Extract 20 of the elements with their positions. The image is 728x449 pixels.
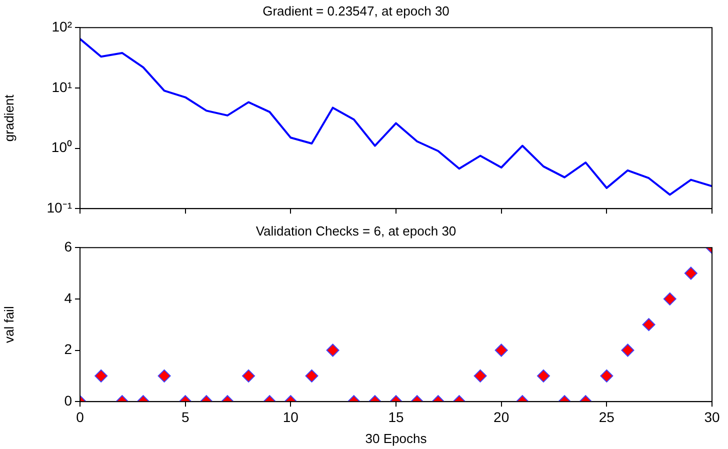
chart-title: Gradient = 0.23547, at epoch 30 xyxy=(262,3,450,18)
y-tick-label: 10¹ xyxy=(52,78,72,95)
y-tick-label: 10⁰ xyxy=(51,139,72,156)
x-axis-title: 30 Epochs xyxy=(365,430,428,446)
x-tick-label: 20 xyxy=(494,408,510,425)
y-tick-label: 0 xyxy=(64,392,72,408)
x-tick-label: 25 xyxy=(598,408,615,425)
y-tick-label: 6 xyxy=(64,238,72,254)
y-tick-label: 10⁻¹ xyxy=(46,199,72,216)
chart-title: Validation Checks = 6, at epoch 30 xyxy=(256,223,456,238)
x-tick-label: 15 xyxy=(388,408,404,425)
y-axis-title: val fail xyxy=(1,306,16,344)
x-tick-label: 5 xyxy=(181,408,190,425)
y-tick-label: 2 xyxy=(64,341,72,358)
y-tick-label: 10² xyxy=(52,18,72,34)
x-tick-label: 0 xyxy=(76,408,84,425)
y-axis-title: gradient xyxy=(1,94,16,142)
y-tick-label: 4 xyxy=(64,290,72,306)
x-tick-label: 10 xyxy=(282,408,299,425)
x-tick-label: 30 xyxy=(704,408,720,425)
